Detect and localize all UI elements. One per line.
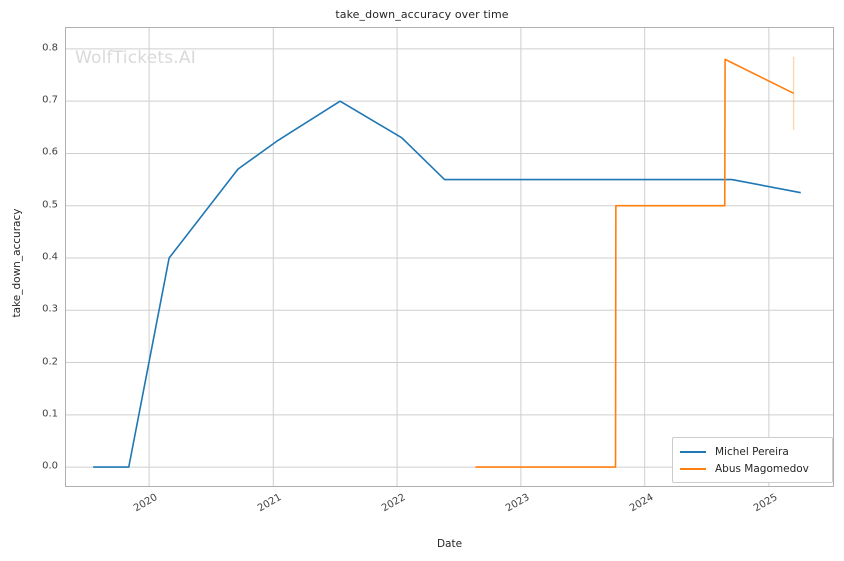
series-line-0 — [93, 100, 801, 468]
legend-label-0: Michel Pereira — [715, 445, 789, 458]
legend-swatch-1 — [680, 467, 706, 470]
chart-title: take_down_accuracy over time — [335, 8, 509, 21]
y-tick-label: 0.0 — [42, 460, 58, 472]
legend-label-1: Abus Magomedov — [715, 462, 809, 475]
legend-item-0[interactable]: Michel Pereira — [680, 443, 824, 460]
x-tick-label-text: 2020 — [132, 492, 160, 515]
watermark-text: WolfTickets.AI — [75, 48, 196, 68]
x-tick-label-text: 2024 — [627, 492, 656, 515]
y-tick-label: 0.4 — [42, 251, 58, 263]
x-axis-label: Date — [436, 538, 463, 550]
legend-swatch-0 — [680, 450, 706, 453]
grid-lines — [66, 28, 833, 486]
x-axis-tick-labels: 2020 2021 2022 2023 2024 2025 — [65, 492, 834, 532]
y-tick-label: 0.5 — [42, 199, 58, 211]
x-tick-label-text: 2022 — [380, 492, 408, 515]
series-line-1 — [475, 58, 794, 468]
y-tick-label: 0.2 — [42, 356, 58, 368]
plot-area: WolfTickets.AI — [65, 27, 834, 487]
x-tick-label-text: 2021 — [256, 492, 284, 515]
y-tick-label: 0.7 — [42, 94, 58, 106]
y-tick-label: 0.3 — [42, 303, 58, 315]
chart-legend[interactable]: Michel Pereira Abus Magomedov — [672, 437, 833, 483]
data-series-layer — [93, 56, 801, 468]
y-tick-label: 0.8 — [42, 42, 58, 54]
x-tick-label-text: 2025 — [751, 492, 780, 515]
x-tick-label-text: 2023 — [503, 492, 532, 515]
y-tick-label: 0.6 — [42, 146, 58, 158]
y-tick-label: 0.1 — [42, 408, 58, 420]
legend-item-1[interactable]: Abus Magomedov — [680, 460, 824, 477]
watermark-layer: WolfTickets.AI — [66, 28, 833, 486]
y-axis-tick-labels: 0.0 0.1 0.2 0.3 0.4 0.5 0.6 0.7 0.8 — [0, 27, 58, 487]
